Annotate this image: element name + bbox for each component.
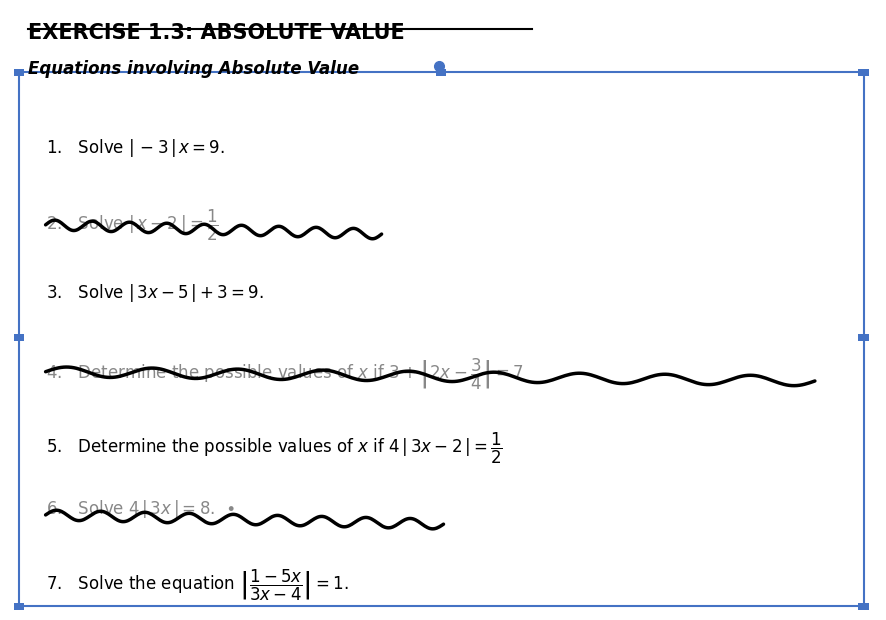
- Text: 3.   Solve $|\,3x - 5\,| + 3 = 9.$: 3. Solve $|\,3x - 5\,| + 3 = 9.$: [45, 282, 263, 304]
- Text: Equations involving Absolute Value: Equations involving Absolute Value: [27, 60, 359, 78]
- Text: 5.   Determine the possible values of $x$ if $4\,|\,3x - 2\,| = \dfrac{1}{2}$: 5. Determine the possible values of $x$ …: [45, 430, 502, 466]
- FancyBboxPatch shape: [14, 603, 24, 610]
- Text: 2.   Solve $|\,x - 2\,| = \dfrac{1}{2}$: 2. Solve $|\,x - 2\,| = \dfrac{1}{2}$: [45, 208, 218, 244]
- Text: 7.   Solve the equation $\left|\dfrac{1 - 5x}{3x - 4}\right| = 1.$: 7. Solve the equation $\left|\dfrac{1 - …: [45, 568, 348, 603]
- FancyBboxPatch shape: [14, 334, 24, 342]
- FancyBboxPatch shape: [858, 334, 867, 342]
- FancyBboxPatch shape: [858, 69, 867, 76]
- Text: 1.   Solve $|\,-3\,|\,x = 9.$: 1. Solve $|\,-3\,|\,x = 9.$: [45, 137, 224, 159]
- Text: 6.   Solve $4\,|\,3x\,| = 8.\;\bullet$: 6. Solve $4\,|\,3x\,| = 8.\;\bullet$: [45, 498, 235, 520]
- FancyBboxPatch shape: [14, 69, 24, 76]
- FancyBboxPatch shape: [858, 603, 867, 610]
- Text: EXERCISE 1.3: ABSOLUTE VALUE: EXERCISE 1.3: ABSOLUTE VALUE: [27, 23, 404, 43]
- FancyBboxPatch shape: [435, 69, 446, 76]
- Text: 4.   Determine the possible values of $x$ if $3 + \left|2x - \dfrac{3}{4}\right|: 4. Determine the possible values of $x$ …: [45, 356, 523, 391]
